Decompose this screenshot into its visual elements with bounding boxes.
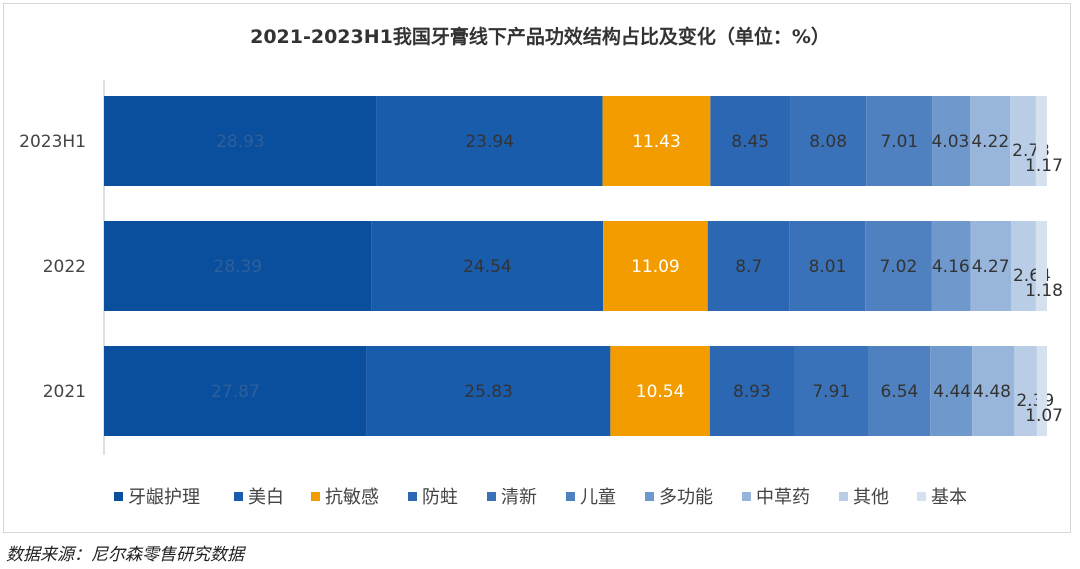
legend-swatch [487,492,496,501]
data-label: 1.07 [1025,406,1063,426]
data-label: 11.43 [632,132,681,152]
legend-label: 牙龈护理 [128,487,200,508]
bar-segment [602,96,711,186]
category-label: 2021 [43,382,86,402]
legend-label: 中草药 [756,487,810,508]
category-label: 2022 [43,257,86,277]
legend-label: 防蛀 [422,487,458,508]
legend-label: 抗敏感 [325,487,379,508]
legend-swatch [645,492,654,501]
bar-segment [371,221,604,311]
data-label: 23.94 [465,132,514,152]
legend-label: 多功能 [659,487,713,508]
data-label: 4.48 [973,382,1011,402]
data-label: 7.02 [879,257,917,277]
bar-segment [610,346,710,436]
data-label: 8.08 [809,132,847,152]
legend-label: 清新 [501,487,537,508]
bar-segment [793,346,869,436]
bar-segment [868,346,931,436]
data-label: 8.93 [733,382,771,402]
legend-swatch [114,492,123,501]
bar-segment [930,346,973,436]
data-label: 8.01 [809,257,847,277]
bar-segment [865,221,932,311]
legend-label: 基本 [931,487,967,508]
chart-svg: 2021-2023H1我国牙膏线下产品功效结构占比及变化（单位：%） 2023H1… [19,25,1063,508]
bar-segment [932,96,971,186]
legend-label: 美白 [248,487,284,508]
legend-swatch [917,492,926,501]
data-label: 8.7 [735,257,762,277]
bar-segment [366,346,611,436]
bar-segment [931,221,971,311]
legend-swatch [566,492,575,501]
bar-segment [1014,346,1037,436]
data-label: 27.87 [211,382,260,402]
legend-swatch [408,492,417,501]
bar-segment [1010,96,1036,186]
data-label: 7.01 [880,132,918,152]
data-label: 28.39 [214,257,263,277]
bar-segment [790,96,867,186]
data-label: 7.91 [812,382,850,402]
data-label: 25.83 [464,382,513,402]
bar-segment [970,221,1011,311]
legend-label: 其他 [853,487,889,508]
data-label: 8.45 [731,132,769,152]
bar-segment [970,96,1011,186]
data-label: 1.18 [1025,281,1063,301]
source-note: 数据来源：尼尔森零售研究数据 [6,545,244,565]
data-label: 24.54 [463,257,512,277]
category-label: 2023H1 [19,132,86,152]
bar-segment [104,96,377,186]
bar-segment [866,96,933,186]
data-label: 10.54 [636,382,685,402]
legend-label: 儿童 [580,487,616,508]
data-label: 28.93 [216,132,265,152]
bar-segment [1036,346,1047,436]
data-label: 4.22 [971,132,1009,152]
data-label: 4.44 [933,382,971,402]
legend-swatch [839,492,848,501]
bar-segment [1010,221,1036,311]
data-label: 1.17 [1025,156,1063,176]
bar-segment [972,346,1015,436]
bar-segment [709,346,794,436]
bar-segment [104,346,367,436]
bar-segment [603,221,708,311]
data-label: 4.03 [931,132,969,152]
bar-segment [789,221,866,311]
data-label: 11.09 [631,257,680,277]
bar-segment [376,96,603,186]
data-label: 6.54 [880,382,918,402]
data-label: 4.16 [932,257,970,277]
bar-segment [1035,96,1047,186]
legend-swatch [742,492,751,501]
legend-swatch [234,492,243,501]
bar-segment [707,221,790,311]
chart-title: 2021-2023H1我国牙膏线下产品功效结构占比及变化（单位：%） [250,25,830,48]
legend-swatch [311,492,320,501]
bar-segment [1035,221,1047,311]
data-label: 4.27 [972,257,1010,277]
bar-segment [104,221,372,311]
bar-segment [710,96,791,186]
